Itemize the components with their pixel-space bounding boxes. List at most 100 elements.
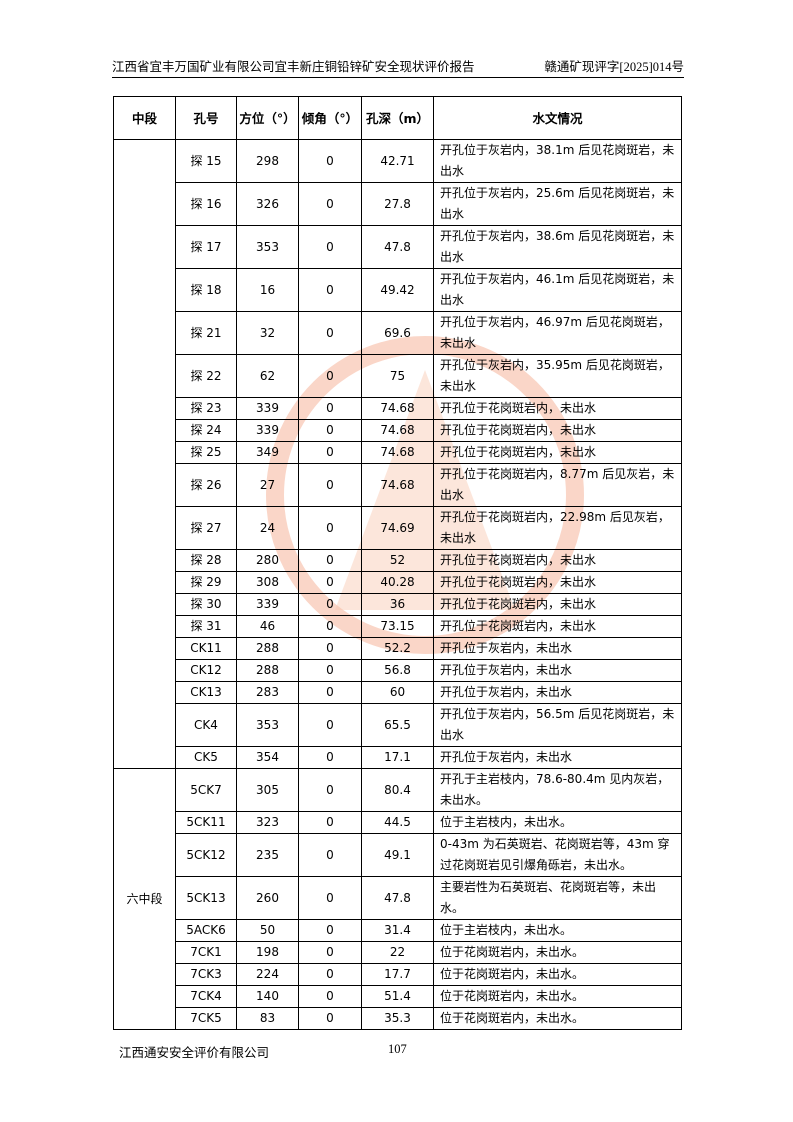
table-row: 5CK11 323 0 44.5 位于主岩枝内，未出水。 [114, 811, 682, 834]
col-depth: 孔深（m） [361, 96, 434, 140]
cell-hole: 探 27 [175, 506, 237, 550]
cell-hydrology: 开孔位于花岗斑岩内，未出水 [433, 419, 682, 442]
cell-hydrology: 位于花岗斑岩内，未出水。 [433, 963, 682, 986]
cell-azimuth: 198 [236, 941, 299, 964]
cell-hole: 5CK12 [175, 833, 237, 877]
cell-hydrology: 开孔位于灰岩内，未出水 [433, 637, 682, 660]
cell-dip: 0 [298, 637, 362, 660]
cell-dip: 0 [298, 1007, 362, 1030]
cell-azimuth: 349 [236, 441, 299, 464]
cell-azimuth: 339 [236, 593, 299, 616]
cell-depth: 56.8 [361, 659, 434, 682]
cell-hole: 探 29 [175, 571, 237, 594]
table-row: 5ACK6 50 0 31.4 位于主岩枝内，未出水。 [114, 919, 682, 942]
cell-dip: 0 [298, 768, 362, 812]
cell-depth: 51.4 [361, 985, 434, 1008]
cell-hole: 7CK4 [175, 985, 237, 1008]
cell-hydrology: 开孔位于灰岩内，46.97m 后见花岗斑岩，未出水 [433, 311, 682, 355]
table-row: 7CK1 198 0 22 位于花岗斑岩内，未出水。 [114, 941, 682, 964]
cell-depth: 47.8 [361, 876, 434, 920]
cell-level: 六中段 [113, 768, 176, 1030]
cell-azimuth: 32 [236, 311, 299, 355]
cell-azimuth: 323 [236, 811, 299, 834]
cell-azimuth: 339 [236, 419, 299, 442]
cell-depth: 17.7 [361, 963, 434, 986]
cell-dip: 0 [298, 941, 362, 964]
cell-hydrology: 位于花岗斑岩内，未出水。 [433, 985, 682, 1008]
cell-azimuth: 353 [236, 225, 299, 269]
table-row: 探 18 16 0 49.42 开孔位于灰岩内，46.1m 后见花岗斑岩，未出水 [114, 268, 682, 312]
table-row: 探 21 32 0 69.6 开孔位于灰岩内，46.97m 后见花岗斑岩，未出水 [114, 311, 682, 355]
cell-depth: 60 [361, 681, 434, 704]
cell-hydrology: 开孔位于灰岩内，35.95m 后见花岗斑岩，未出水 [433, 354, 682, 398]
cell-azimuth: 24 [236, 506, 299, 550]
cell-azimuth: 62 [236, 354, 299, 398]
page-header: 江西省宜丰万国矿业有限公司宜丰新庄铜铅锌矿安全现状评价报告 赣通矿现评字[202… [112, 56, 684, 78]
cell-dip: 0 [298, 919, 362, 942]
cell-dip: 0 [298, 703, 362, 747]
cell-hole: 7CK1 [175, 941, 237, 964]
table-row: 探 28 280 0 52 开孔位于花岗斑岩内，未出水 [114, 549, 682, 572]
cell-depth: 47.8 [361, 225, 434, 269]
table-row: 探 23 339 0 74.68 开孔位于花岗斑岩内，未出水 [114, 397, 682, 420]
cell-azimuth: 50 [236, 919, 299, 942]
cell-depth: 31.4 [361, 919, 434, 942]
cell-hydrology: 主要岩性为石英斑岩、花岗斑岩等，未出水。 [433, 876, 682, 920]
cell-hole: 探 24 [175, 419, 237, 442]
cell-hydrology: 开孔位于花岗斑岩内，未出水 [433, 615, 682, 638]
cell-depth: 74.69 [361, 506, 434, 550]
cell-dip: 0 [298, 549, 362, 572]
footer-company: 江西通安安全评价有限公司 [119, 1045, 270, 1060]
cell-hydrology: 开孔位于灰岩内，38.6m 后见花岗斑岩，未出水 [433, 225, 682, 269]
cell-azimuth: 224 [236, 963, 299, 986]
cell-azimuth: 326 [236, 182, 299, 226]
cell-hole: CK12 [175, 659, 237, 682]
col-hydrology: 水文情况 [433, 96, 682, 140]
cell-hydrology: 开孔位于灰岩内，46.1m 后见花岗斑岩，未出水 [433, 268, 682, 312]
table-row: 5CK13 260 0 47.8 主要岩性为石英斑岩、花岗斑岩等，未出水。 [114, 876, 682, 920]
cell-azimuth: 140 [236, 985, 299, 1008]
cell-depth: 74.68 [361, 419, 434, 442]
cell-hydrology: 开孔位于花岗斑岩内，未出水 [433, 441, 682, 464]
table-row: 探 24 339 0 74.68 开孔位于花岗斑岩内，未出水 [114, 419, 682, 442]
cell-depth: 69.6 [361, 311, 434, 355]
cell-depth: 49.1 [361, 833, 434, 877]
cell-dip: 0 [298, 615, 362, 638]
table-row: 探 26 27 0 74.68 开孔位于花岗斑岩内，8.77m 后见灰岩，未出水 [114, 463, 682, 507]
cell-depth: 36 [361, 593, 434, 616]
cell-hydrology: 开孔位于灰岩内，25.6m 后见花岗斑岩，未出水 [433, 182, 682, 226]
cell-depth: 52 [361, 549, 434, 572]
cell-dip: 0 [298, 833, 362, 877]
table-row: 探 31 46 0 73.15 开孔位于花岗斑岩内，未出水 [114, 615, 682, 638]
table-row: 探 17 353 0 47.8 开孔位于灰岩内，38.6m 后见花岗斑岩，未出水 [114, 225, 682, 269]
col-hole: 孔号 [175, 96, 237, 140]
cell-dip: 0 [298, 571, 362, 594]
cell-depth: 74.68 [361, 463, 434, 507]
table-row: CK5 354 0 17.1 开孔位于灰岩内，未出水 [114, 746, 682, 769]
table-row: 7CK5 83 0 35.3 位于花岗斑岩内，未出水。 [114, 1007, 682, 1030]
cell-azimuth: 46 [236, 615, 299, 638]
cell-dip: 0 [298, 354, 362, 398]
cell-hole: 5CK13 [175, 876, 237, 920]
cell-hole: 5CK11 [175, 811, 237, 834]
page-number: 107 [388, 1042, 407, 1056]
cell-depth: 74.68 [361, 397, 434, 420]
cell-hydrology: 位于花岗斑岩内，未出水。 [433, 1007, 682, 1030]
cell-dip: 0 [298, 659, 362, 682]
hydrology-table: 中段 孔号 方位（°） 倾角（°） 孔深（m） 水文情况 探 15 298 0 42.… [113, 96, 682, 1030]
cell-hole: 探 22 [175, 354, 237, 398]
cell-dip: 0 [298, 225, 362, 269]
cell-azimuth: 353 [236, 703, 299, 747]
cell-dip: 0 [298, 811, 362, 834]
cell-depth: 80.4 [361, 768, 434, 812]
cell-depth: 75 [361, 354, 434, 398]
table-row: 探 25 349 0 74.68 开孔位于花岗斑岩内，未出水 [114, 441, 682, 464]
cell-hole: 7CK5 [175, 1007, 237, 1030]
col-dip: 倾角（°） [298, 96, 362, 140]
table-row: CK12 288 0 56.8 开孔位于灰岩内，未出水 [114, 659, 682, 682]
cell-azimuth: 235 [236, 833, 299, 877]
col-level: 中段 [113, 96, 176, 140]
cell-depth: 35.3 [361, 1007, 434, 1030]
document-number: 赣通矿现评字[2025]014号 [544, 60, 684, 74]
cell-hydrology: 开孔位于灰岩内，未出水 [433, 746, 682, 769]
